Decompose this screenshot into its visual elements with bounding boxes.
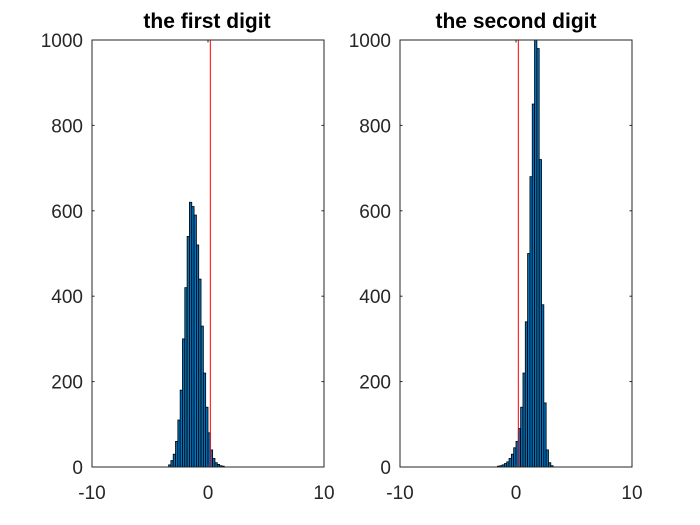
y-tick-label: 800 bbox=[51, 116, 83, 137]
panel-first-digit: the first digit 0 200 400 600 800 1000 -10 0 10 bbox=[41, 10, 335, 504]
chart-title: the second digit bbox=[435, 10, 596, 33]
chart-title: the first digit bbox=[143, 10, 270, 33]
y-tick-label: 1000 bbox=[349, 31, 391, 52]
ticks bbox=[399, 39, 633, 468]
axes-box bbox=[91, 39, 325, 468]
x-tick-label: 10 bbox=[621, 483, 642, 504]
bars bbox=[497, 39, 554, 468]
ticks bbox=[91, 39, 325, 468]
y-tick-label: 1000 bbox=[41, 31, 83, 52]
y-tick-label: 200 bbox=[51, 373, 83, 394]
x-tick-label: 0 bbox=[511, 483, 522, 504]
y-tick-label: 600 bbox=[51, 202, 83, 223]
y-tick-label: 400 bbox=[51, 287, 83, 308]
tick-labels: 0 200 400 600 800 1000 -10 0 10 bbox=[41, 31, 335, 504]
tick-labels: 0 200 400 600 800 1000 -10 0 10 bbox=[349, 31, 643, 504]
y-tick-label: 400 bbox=[359, 287, 391, 308]
x-tick-label: 10 bbox=[313, 483, 334, 504]
x-tick-label: -10 bbox=[386, 483, 413, 504]
axes-box bbox=[399, 39, 633, 468]
panel-second-digit: the second digit 0 200 400 600 800 1000 -10 0 10 bbox=[349, 10, 643, 504]
y-tick-label: 800 bbox=[359, 116, 391, 137]
y-tick-label: 200 bbox=[359, 373, 391, 394]
bars bbox=[168, 201, 225, 468]
y-tick-label: 0 bbox=[72, 458, 83, 479]
y-tick-label: 600 bbox=[359, 202, 391, 223]
y-tick-label: 0 bbox=[380, 458, 391, 479]
x-tick-label: 0 bbox=[203, 483, 214, 504]
x-tick-label: -10 bbox=[78, 483, 105, 504]
